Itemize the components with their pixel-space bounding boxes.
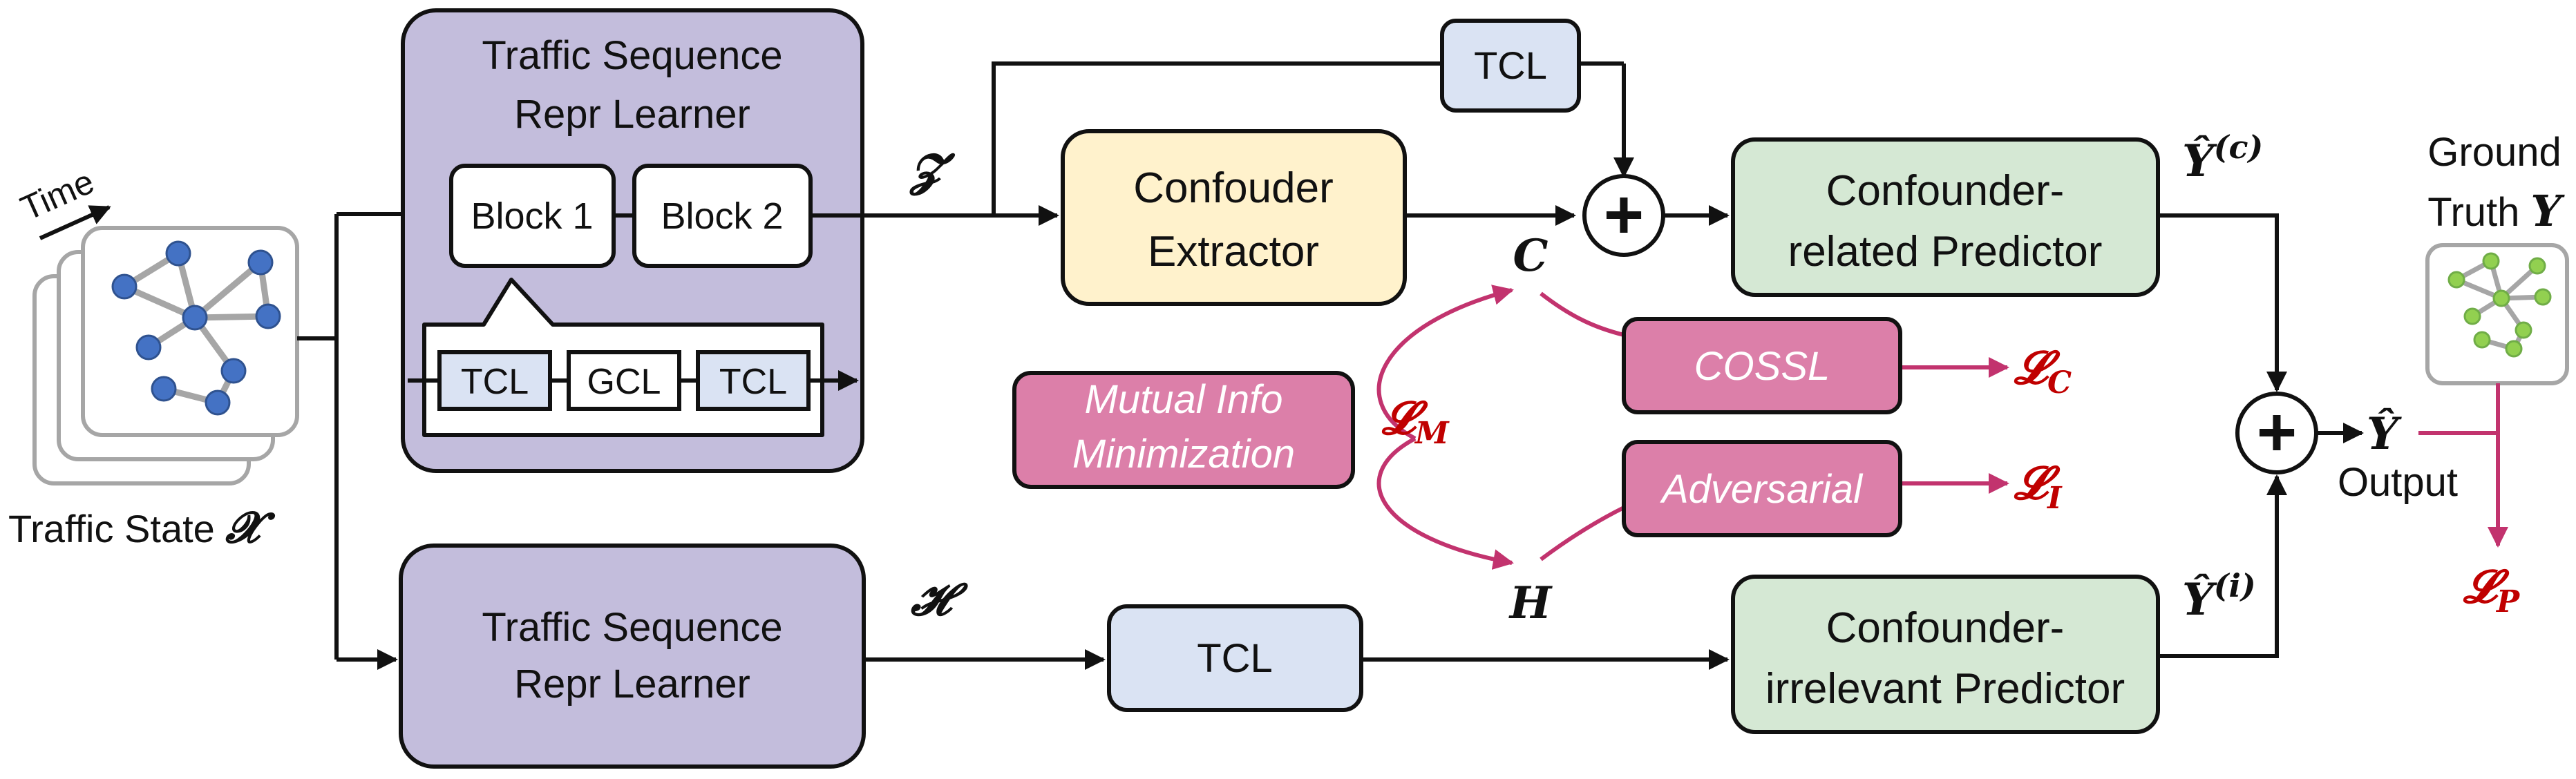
- upper-repr-learner: Traffic Sequence Repr Learner Block 1 Bl…: [401, 8, 864, 473]
- cossl-label: COSSL: [1694, 344, 1830, 389]
- related-to-sum-arrow: [2158, 213, 2287, 392]
- confounder-extractor: [1061, 129, 1407, 306]
- mutual-info-arrows: [1376, 285, 2009, 570]
- prediction-loss-arrows: [2418, 383, 2508, 548]
- upper-learner-title-1: Traffic Sequence: [482, 33, 782, 78]
- inner-tcl-2-label: TCL: [719, 362, 787, 402]
- lower-repr-learner: [399, 544, 866, 769]
- inner-gcl-label: GCL: [587, 362, 661, 402]
- c-symbol: C: [1513, 230, 1549, 282]
- loss-c: 𝓛C: [2014, 340, 2072, 401]
- block-1-label: Block 1: [471, 195, 593, 237]
- traffic-state-input: Time: [15, 162, 299, 485]
- top-tcl-label: TCL: [1474, 44, 1547, 87]
- cossl-box: [1622, 317, 1902, 414]
- output-label: Output: [2338, 460, 2458, 505]
- traffic-state-caption: Traffic State 𝓧: [8, 502, 276, 552]
- irrelevant-predictor-line-1: Confounder-: [1826, 604, 2065, 652]
- irrelevant-to-sum-arrow: [2158, 474, 2287, 658]
- inner-gcl: [567, 350, 681, 411]
- bottom-tcl-label: TCL: [1197, 636, 1273, 681]
- y-c-label: Ŷ(c): [2182, 128, 2263, 187]
- y-hat-label: Ŷ: [2367, 407, 2402, 460]
- lower-learner-title-1: Traffic Sequence: [482, 605, 782, 650]
- ground-truth-symbol: Y: [2531, 186, 2566, 236]
- output-sum-glyph: +: [2257, 394, 2297, 471]
- ground-truth-line-1: Ground: [2427, 130, 2561, 175]
- loss-p: 𝓛P: [2463, 559, 2521, 619]
- related-predictor-line-2: related Predictor: [1788, 228, 2103, 276]
- loss-i: 𝓛I: [2014, 456, 2063, 516]
- lower-learner-title-2: Repr Learner: [514, 662, 750, 706]
- related-predictor-line-1: Confounder-: [1826, 167, 2065, 215]
- mutual-info-line-2: Minimization: [1072, 432, 1295, 477]
- traffic-state-symbol: 𝓧: [225, 502, 276, 552]
- y-i-label: Ŷ(i): [2182, 567, 2256, 626]
- input-branch-arrows: [297, 204, 451, 670]
- loss-m: 𝓛M: [1381, 391, 1450, 451]
- block-2-label: Block 2: [661, 195, 783, 237]
- top-tcl: [1440, 19, 1581, 113]
- irrelevant-predictor-line-2: irrelevant Predictor: [1765, 665, 2125, 713]
- ground-truth-line-2: Truth Y: [2427, 186, 2565, 236]
- adversarial-label: Adversarial: [1660, 467, 1864, 512]
- top-sum-glyph: +: [1604, 176, 1644, 253]
- upper-learner-title-2: Repr Learner: [514, 92, 750, 137]
- h-script-symbol: 𝓗: [911, 574, 969, 626]
- adversarial-box: [1622, 440, 1902, 537]
- h-symbol: H: [1508, 577, 1553, 629]
- mutual-info-minimization: [1012, 371, 1355, 489]
- mutual-info-line-1: Mutual Info: [1085, 377, 1283, 422]
- z-symbol: 𝓩: [909, 144, 956, 196]
- ground-truth-graph: [2425, 243, 2569, 385]
- inner-tcl-2: [696, 350, 811, 411]
- inner-tcl-1-label: TCL: [461, 362, 529, 402]
- z-arrows: [811, 61, 1634, 226]
- inner-tcl-1: [437, 350, 552, 411]
- extractor-line-1: Confouder: [1133, 164, 1334, 212]
- extractor-line-2: Extractor: [1148, 228, 1319, 276]
